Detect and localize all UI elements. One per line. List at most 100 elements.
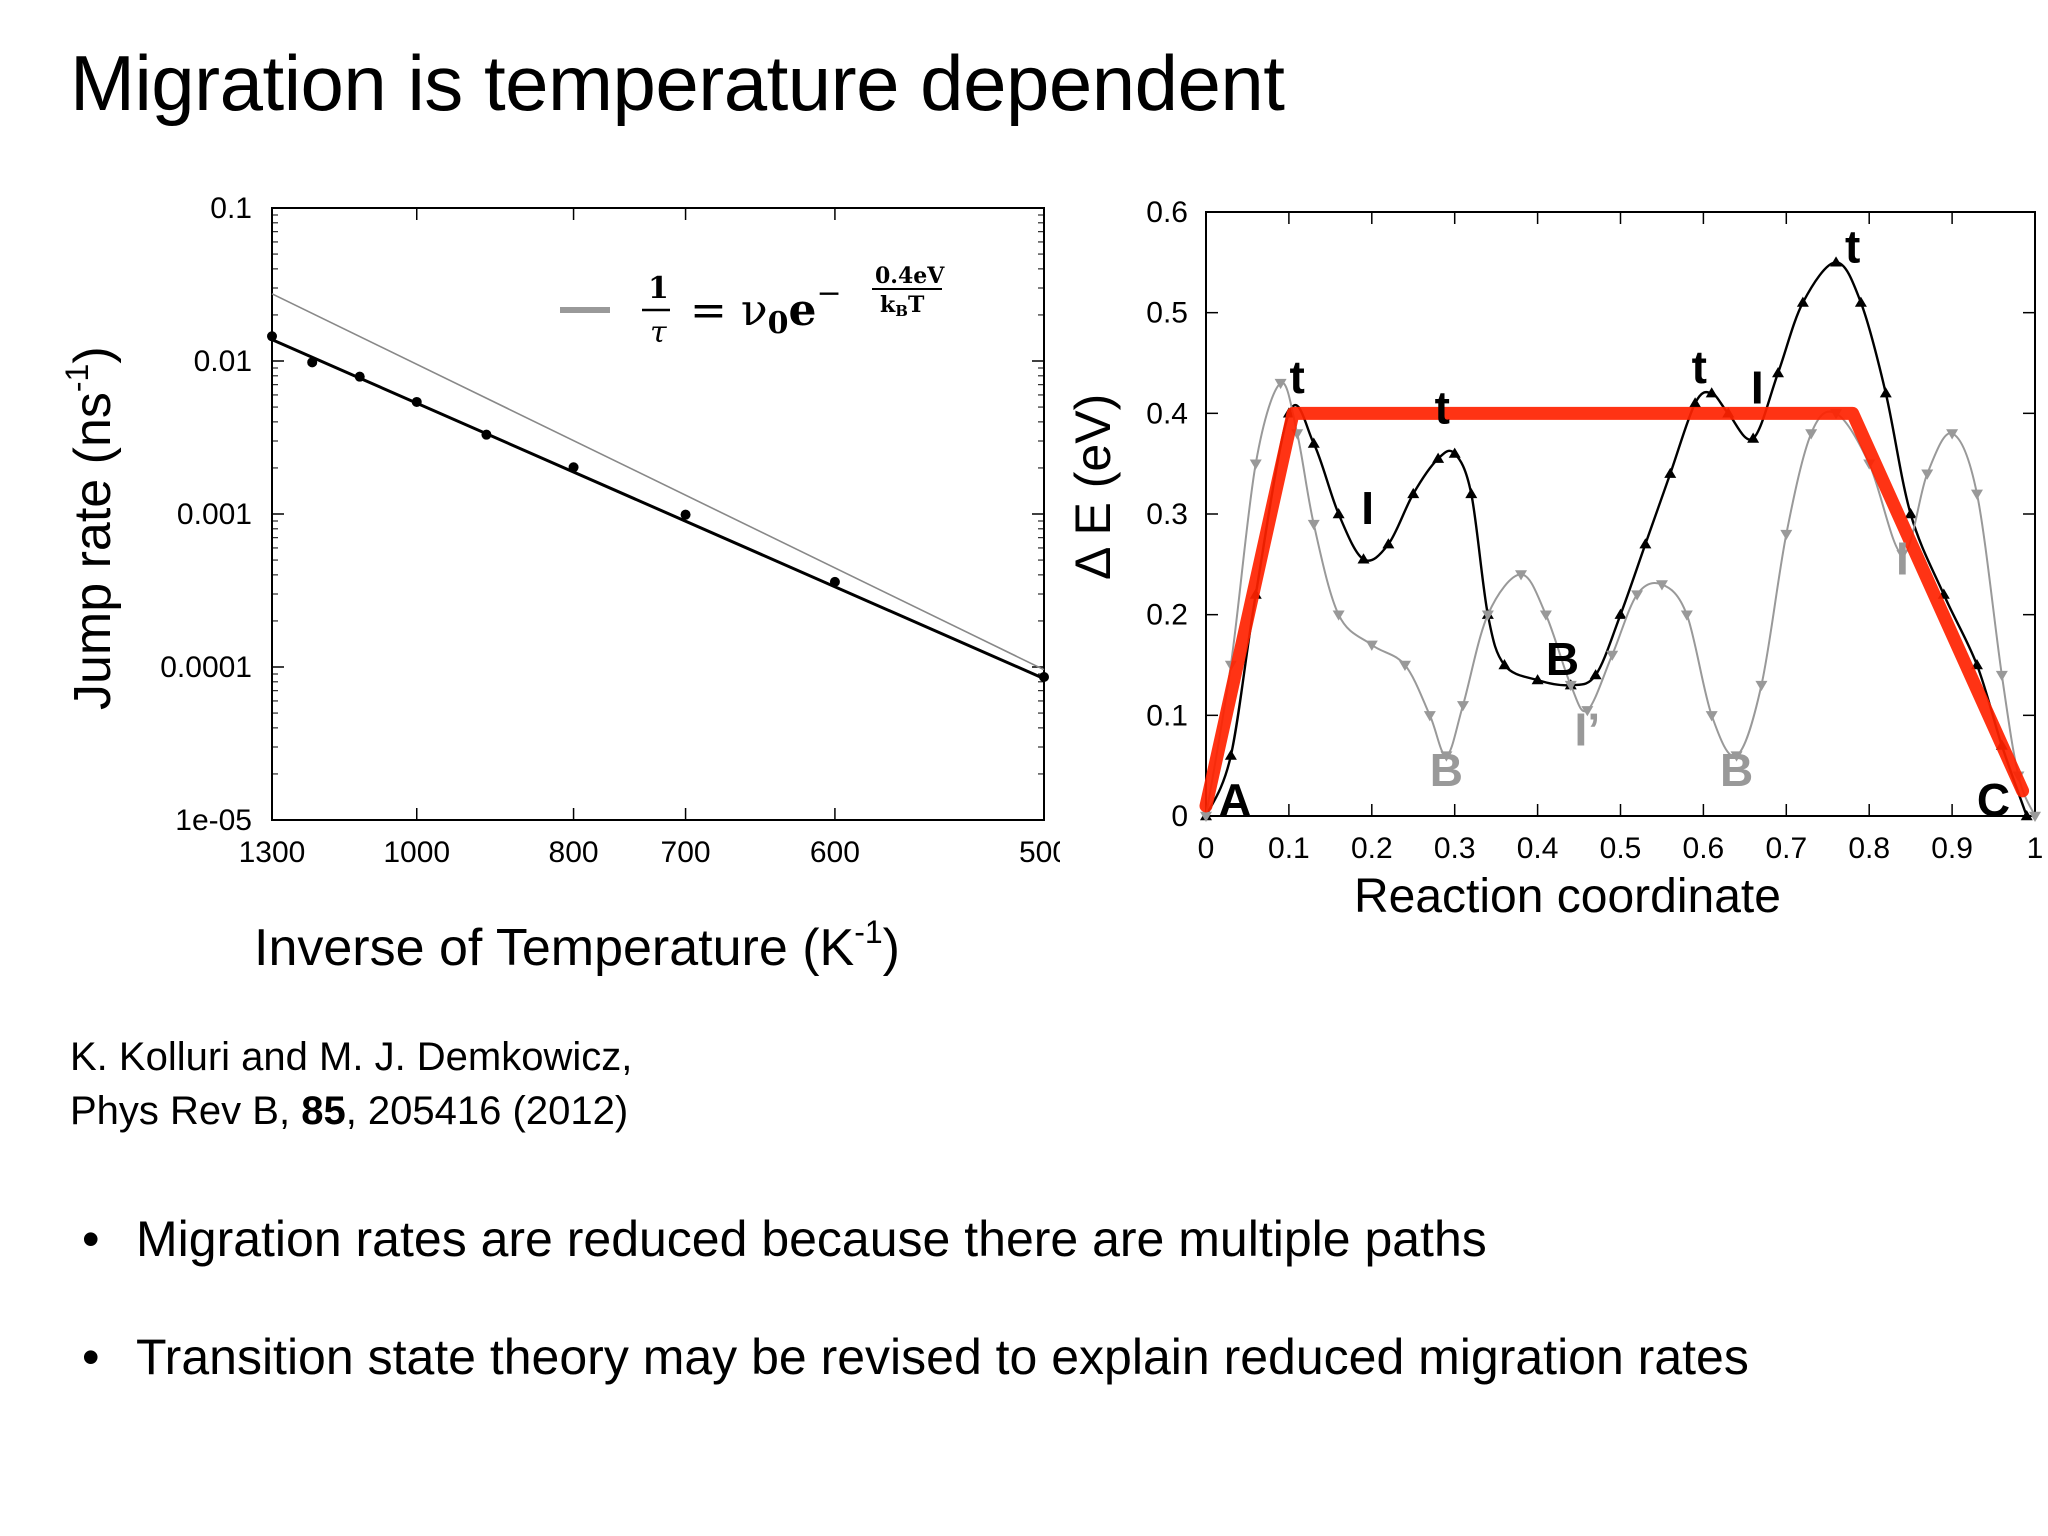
bullet-item: Migration rates are reduced because ther… [82, 1210, 1749, 1268]
y-tick-label: 0.0001 [160, 651, 252, 684]
x-tick-label: 0.5 [1600, 832, 1642, 865]
fit-line [271, 338, 1045, 680]
marker-up-triangle [1382, 538, 1395, 549]
formula-line [271, 293, 1045, 671]
marker-down-triangle [1730, 751, 1743, 762]
marker-up-triangle [1854, 296, 1867, 307]
marker-down-triangle [1921, 469, 1934, 480]
x-axis-label: Inverse of Temperature (K-1) [254, 914, 900, 977]
marker-down-triangle [1440, 751, 1453, 762]
svg-text:kBT: kBT [880, 292, 925, 320]
x-tick-label: 0.2 [1351, 832, 1393, 865]
x-axis-label: Reaction coordinate [1354, 870, 1781, 923]
svg-text:τ: τ [650, 315, 667, 350]
marker-down-triangle [1274, 378, 1287, 390]
x-tick-label: 0.8 [1848, 832, 1890, 865]
marker-up-triangle [1498, 659, 1511, 670]
marker-down-triangle [1365, 640, 1378, 651]
marker-down-triangle [2029, 811, 2041, 822]
marker-up-triangle [1639, 538, 1652, 549]
fit-line-red [1199, 406, 2030, 813]
y-tick-label: 0.4 [1146, 397, 1188, 430]
marker-up-triangle [1689, 397, 1702, 408]
marker-up-triangle [1904, 508, 1917, 519]
path-annotation: I’ [1575, 704, 1601, 756]
y-tick-label: 0.2 [1146, 599, 1188, 632]
path-annotation: C [1977, 774, 2010, 826]
marker-down-triangle [1481, 610, 1494, 621]
svg-text:Jump rate (ns-1): Jump rate (ns-1) [59, 346, 122, 710]
marker-up-triangle [1407, 487, 1420, 499]
marker-up-triangle [1224, 749, 1237, 760]
marker-down-triangle [1332, 610, 1345, 621]
y-tick-label: 0.1 [210, 192, 252, 225]
marker-up-triangle [1879, 387, 1892, 398]
marker-up-triangle [1705, 387, 1718, 398]
bullet-item: Transition state theory may be revised t… [82, 1328, 1749, 1386]
x-tick-label: 600 [810, 836, 860, 869]
y-axis-label: Jump rate (ns-1) [59, 346, 122, 710]
marker-down-triangle [1456, 701, 1469, 712]
x-tick-label: 0.9 [1931, 832, 1973, 865]
slide-title: Migration is temperature dependent [70, 39, 1285, 127]
marker-down-triangle [1946, 429, 1959, 440]
data-point [680, 509, 691, 520]
marker-up-triangle [1589, 669, 1602, 680]
marker-down-triangle [1249, 459, 1262, 470]
marker-down-triangle [1307, 519, 1320, 531]
marker-down-triangle [1515, 570, 1528, 581]
marker-down-triangle [1705, 711, 1718, 722]
marker-up-triangle [1448, 447, 1461, 458]
path-annotation: t [1845, 220, 1860, 272]
marker-up-triangle [2020, 810, 2033, 821]
marker-down-triangle [1398, 660, 1411, 671]
x-tick-label: 1000 [383, 836, 450, 869]
x-tick-label: 700 [661, 836, 711, 869]
y-tick-label: 0.3 [1146, 498, 1188, 531]
marker-down-triangle [1539, 610, 1552, 621]
y-tick-label: 1e-05 [175, 804, 252, 837]
x-tick-label: 0.3 [1434, 832, 1476, 865]
legend-formula-rhs: = ν0e− [690, 276, 842, 341]
citation-volume: 85 [301, 1089, 346, 1133]
marker-up-triangle [1664, 467, 1677, 478]
energy-path-chart: 0 0.1 0.2 0.3 0.4 0.5 0.6 0.7 0.8 0.9 1 0 0.1 0.2 0.3 0… [1065, 196, 2043, 923]
marker-down-triangle [1581, 706, 1594, 717]
marker-down-triangle [1896, 550, 1909, 561]
chart-legend: 1 τ = ν0e− 0.4eV kBT [560, 263, 945, 350]
y-tick-label: 0.6 [1146, 196, 1188, 229]
marker-down-triangle [1564, 680, 1577, 692]
marker-up-triangle [1747, 432, 1760, 443]
jump-rate-chart: 1300 1000 800 700 600 500 0.1 0.01 0.001 0.0001 1e… [59, 192, 1060, 977]
marker-up-triangle [1830, 256, 1843, 267]
x-tick-label: 0 [1198, 832, 1215, 865]
marker-down-triangle [1680, 610, 1693, 621]
marker-up-triangle [1332, 508, 1345, 519]
x-tick-label: 0.6 [1683, 832, 1725, 865]
marker-up-triangle [1307, 437, 1320, 448]
marker-down-triangle [1655, 580, 1668, 591]
y-tick-label: 0.001 [177, 498, 252, 531]
y-axis-label: Δ E (eV) [1065, 394, 1121, 580]
marker-down-triangle [1995, 670, 2008, 682]
legend-formula-lhs: 1 [648, 271, 669, 306]
marker-up-triangle [1796, 296, 1809, 307]
path-annotation: t [1290, 351, 1305, 403]
svg-text:Inverse of Temperature (K-1): Inverse of Temperature (K-1) [254, 914, 900, 977]
y-tick-label: 0 [1171, 800, 1188, 833]
marker-down-triangle [1631, 590, 1644, 601]
citation: K. Kolluri and M. J. Demkowicz, Phys Rev… [70, 1030, 632, 1138]
marker-down-triangle [1970, 489, 1983, 500]
marker-down-triangle [1780, 529, 1793, 541]
marker-up-triangle [1432, 452, 1445, 463]
path-annotation: B [1720, 744, 1753, 796]
x-tick-label: 1300 [239, 836, 306, 869]
marker-down-triangle [1200, 811, 1212, 822]
path-annotation: t [1692, 341, 1707, 393]
path-annotation: B [1430, 744, 1463, 796]
path-annotation: I [1361, 482, 1374, 534]
citation-authors: K. Kolluri and M. J. Demkowicz, [70, 1035, 633, 1079]
marker-up-triangle [1465, 487, 1478, 499]
marker-up-triangle [1531, 674, 1544, 685]
marker-up-triangle [1614, 608, 1627, 619]
